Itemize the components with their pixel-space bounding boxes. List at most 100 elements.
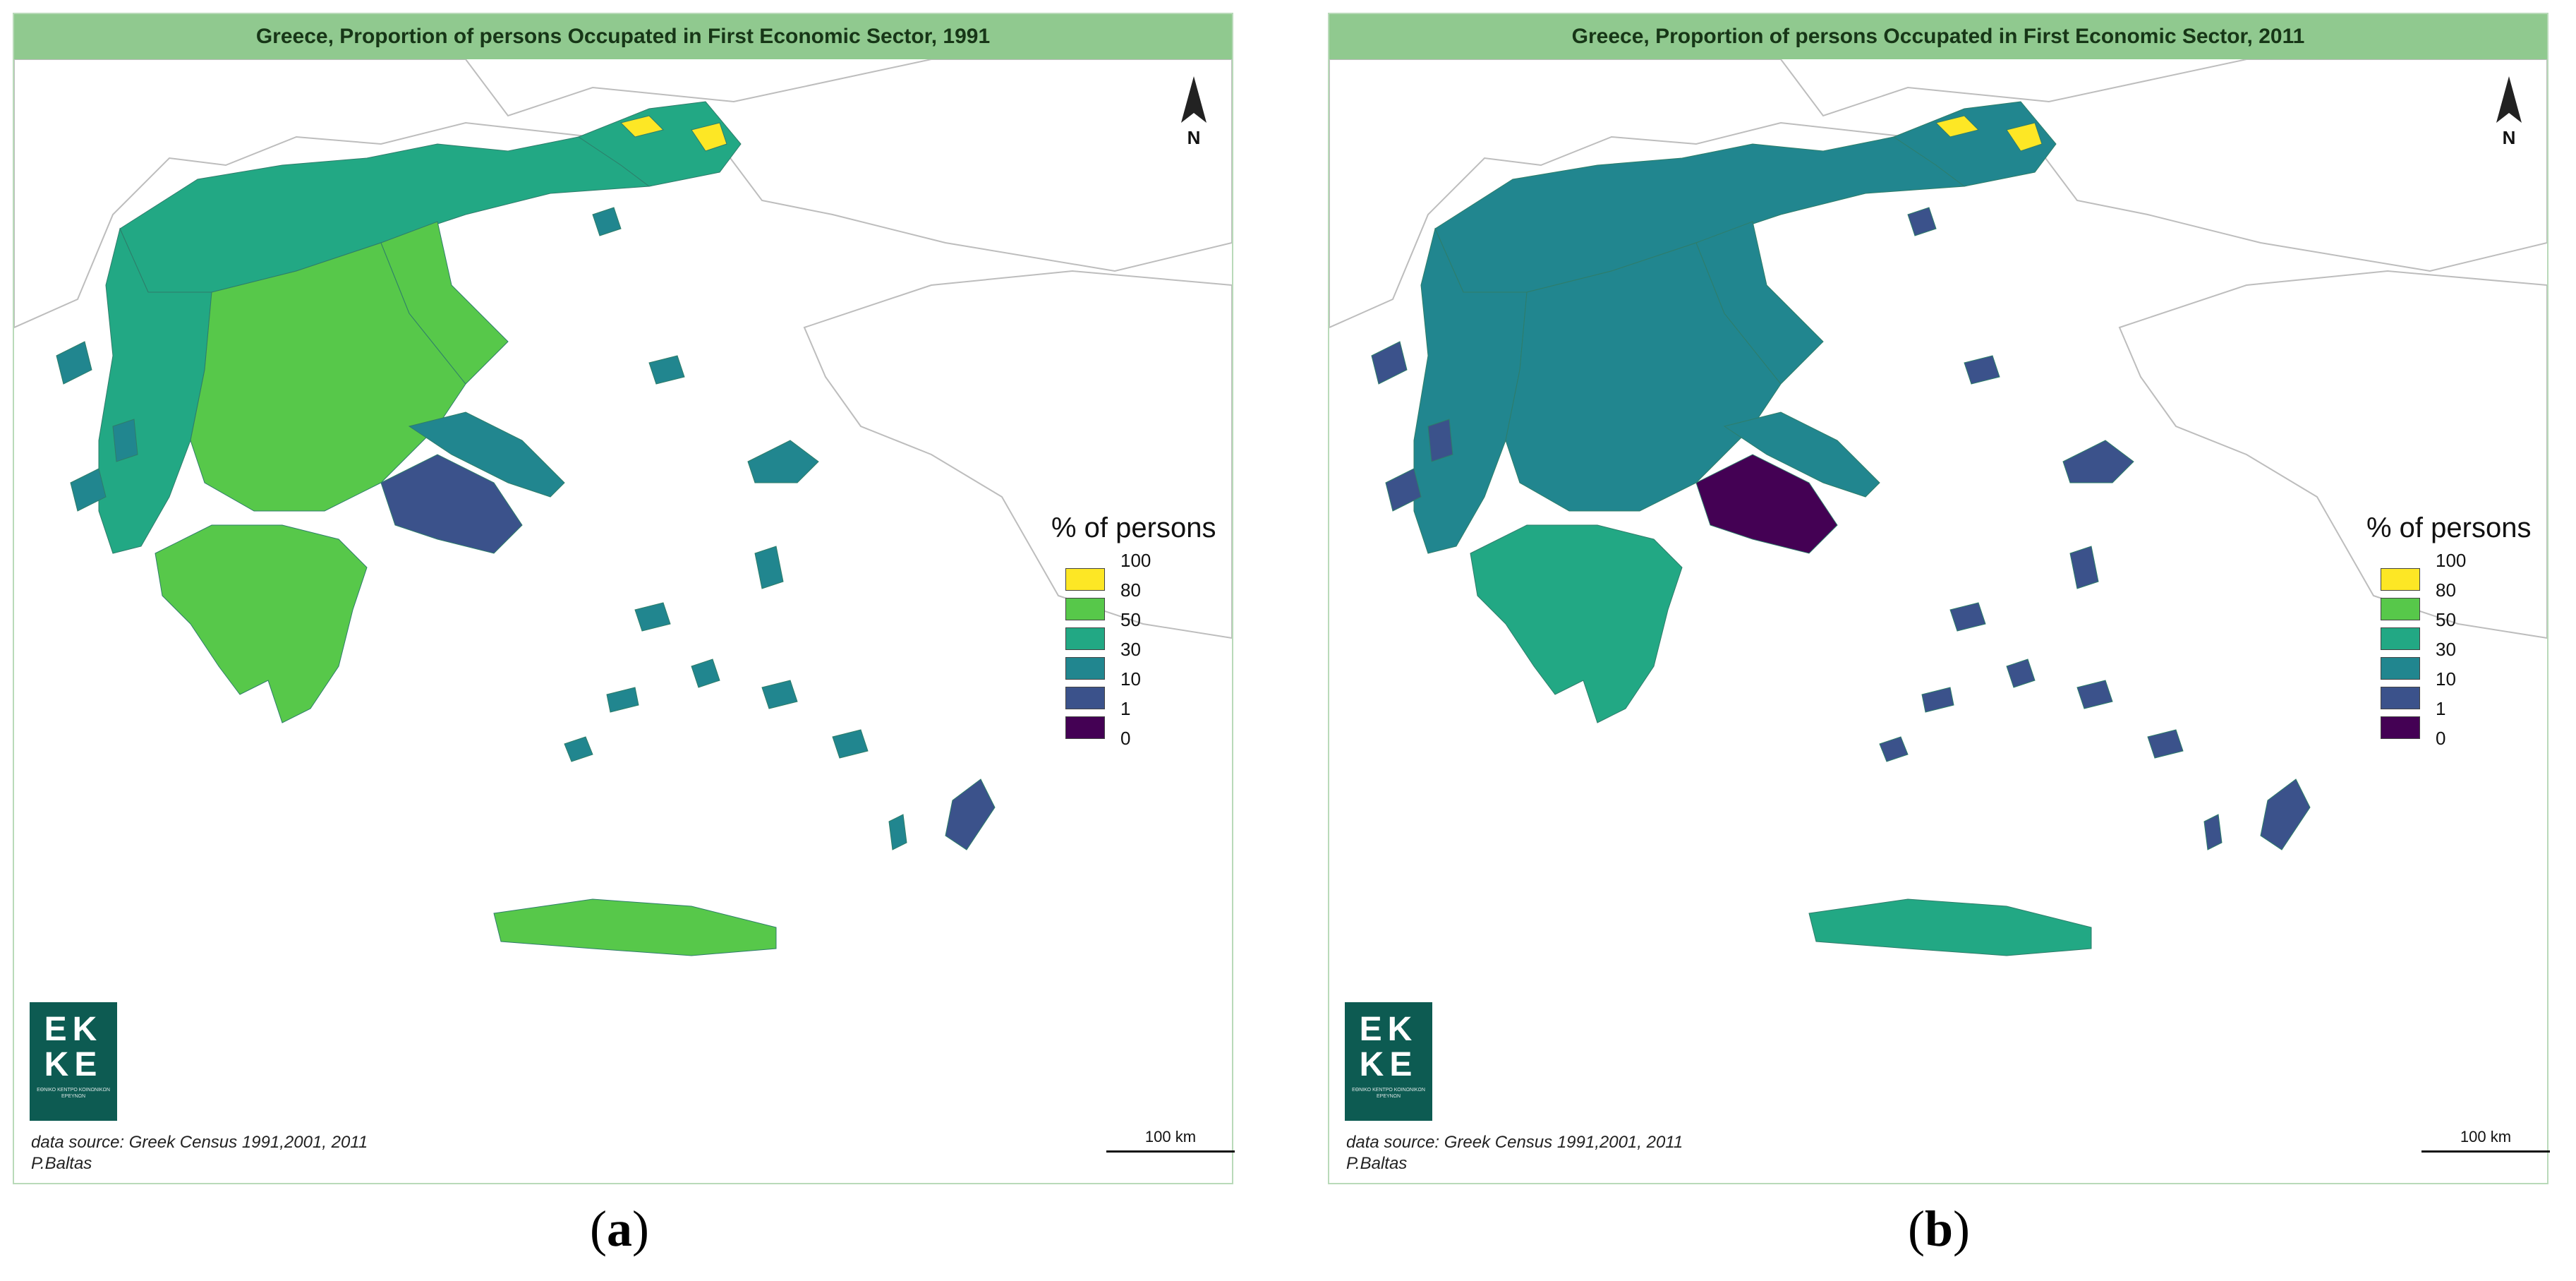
region-aegean-islands <box>1427 419 1453 462</box>
legend: % of persons 100 80 50 30 10 1 0 <box>1051 512 1228 763</box>
legend-item: 100 <box>2366 550 2543 591</box>
scale-line <box>2421 1150 2550 1153</box>
region-thrace-hot <box>2006 122 2043 152</box>
logo-subtext: ΕΘΝΙΚΟ ΚΕΝΤΡΟ ΚΟΙΝΩΝΙΚΩΝ ΕΡΕΥΝΩΝ <box>37 1088 110 1099</box>
region-aegean-islands <box>1385 468 1422 512</box>
neighbor-land <box>14 59 1232 329</box>
north-arrow: N <box>2488 73 2530 151</box>
region-thrace-hot <box>620 115 664 138</box>
legend-swatch <box>1065 687 1105 709</box>
region-aegean-islands <box>648 355 685 385</box>
legend-tick-label: 1 <box>2436 698 2446 719</box>
region-aegean-islands <box>2076 680 2113 709</box>
region-aegean-islands <box>2203 814 2223 850</box>
region-rhodes <box>2260 778 2311 850</box>
region-thrace-hot <box>691 122 727 152</box>
scale-label: 100 km <box>1144 1128 1197 1145</box>
caption-b: (b) <box>1908 1201 1971 1257</box>
scale-bar: 100 km <box>2421 1128 2550 1153</box>
legend-item: 100 <box>1051 550 1228 591</box>
legend-item: 80 <box>1051 579 1228 620</box>
region-rhodes <box>945 778 996 850</box>
logo-text-bottom: KE <box>44 1046 103 1083</box>
data-source: data source: Greek Census 1991,2001, 201… <box>1346 1132 1683 1174</box>
region-central-mainland <box>1695 221 1824 385</box>
region-aegean-islands <box>761 680 798 709</box>
north-arrow-icon <box>1181 76 1207 123</box>
legend-swatch <box>1065 627 1105 650</box>
legend-item: 1 <box>1051 698 1228 739</box>
region-aegean-islands <box>1907 207 1937 236</box>
region-aegean-islands <box>2062 440 2134 483</box>
region-crete <box>1808 898 2092 956</box>
logo-text-bottom: KE <box>1359 1046 1418 1083</box>
choropleth-map <box>14 59 1232 956</box>
legend-tick-label: 30 <box>1120 639 1141 660</box>
legend-tick-label: 10 <box>1120 668 1141 690</box>
region-aegean-islands <box>747 440 819 483</box>
region-aegean-islands <box>70 468 107 512</box>
region-thrace <box>577 101 742 187</box>
north-label: N <box>2502 127 2516 148</box>
logo-subtext: ΕΘΝΙΚΟ ΚΕΝΤΡΟ ΚΟΙΝΩΝΙΚΩΝ ΕΡΕΥΝΩΝ <box>1352 1088 1425 1099</box>
logo-text-top: EK <box>44 1011 103 1048</box>
legend-tick-label: 100 <box>2436 550 2467 571</box>
map-title: Greece, Proportion of persons Occupated … <box>255 25 991 48</box>
legend-swatch <box>2381 627 2420 650</box>
region-aegean-islands <box>1879 736 1909 762</box>
map-panel-1991: Greece, Proportion of persons Occupated … <box>13 13 1235 1184</box>
north-label: N <box>1187 127 1201 148</box>
region-central-mainland <box>380 221 509 385</box>
legend-tick-label: 100 <box>1120 550 1151 571</box>
legend-item: 30 <box>2366 639 2543 680</box>
north-arrow: N <box>1173 73 1215 151</box>
region-aegean-islands <box>888 814 907 850</box>
legend-tick-label: 1 <box>1120 698 1131 719</box>
legend-item: 1 <box>2366 698 2543 739</box>
scale-label: 100 km <box>2460 1128 2512 1145</box>
region-aegean-islands <box>634 602 671 632</box>
map-title-bar: Greece, Proportion of persons Occupated … <box>14 14 1232 59</box>
region-aegean-islands <box>564 736 593 762</box>
region-evia <box>1723 411 1880 498</box>
ekke-logo: EK KE ΕΘΝΙΚΟ ΚΕΝΤΡΟ ΚΟΙΝΩΝΙΚΩΝ ΕΡΕΥΝΩΝ <box>1345 1002 1432 1121</box>
map-title: Greece, Proportion of persons Occupated … <box>1571 25 2305 48</box>
map-title-bar: Greece, Proportion of persons Occupated … <box>1329 14 2547 59</box>
region-peloponnese <box>155 524 368 723</box>
map-panel-2011: Greece, Proportion of persons Occupated … <box>1328 13 2550 1184</box>
data-source: data source: Greek Census 1991,2001, 201… <box>31 1132 368 1174</box>
legend-title: % of persons <box>2366 512 2532 543</box>
region-aegean-islands <box>2147 729 2184 759</box>
legend-item: 0 <box>1051 728 1228 763</box>
legend: % of persons 100 80 50 30 10 1 0 <box>2366 512 2543 763</box>
author-line: P.Baltas <box>31 1154 92 1173</box>
region-aegean-islands <box>691 658 720 688</box>
legend-swatch <box>2381 598 2420 620</box>
legend-tick-label: 0 <box>2436 728 2446 749</box>
region-attica <box>1695 454 1838 554</box>
legend-tick-label: 50 <box>2436 609 2456 630</box>
legend-tick-label: 80 <box>2436 579 2456 601</box>
north-arrow-icon <box>2496 76 2522 123</box>
region-aegean-islands <box>1371 341 1408 385</box>
legend-item: 50 <box>2366 609 2543 650</box>
legend-tick-label: 50 <box>1120 609 1141 630</box>
caption-a: (a) <box>590 1201 649 1257</box>
legend-swatch <box>1065 598 1105 620</box>
choropleth-map <box>1329 59 2547 956</box>
region-aegean-islands <box>1964 355 2000 385</box>
region-attica <box>380 454 523 554</box>
region-thrace <box>1892 101 2057 187</box>
region-aegean-islands <box>754 546 784 589</box>
legend-tick-label: 0 <box>1120 728 1131 749</box>
author-line: P.Baltas <box>1346 1154 1408 1173</box>
neighbor-land <box>1329 59 2547 329</box>
legend-swatch <box>2381 716 2420 739</box>
legend-item: 0 <box>2366 728 2543 763</box>
region-crete <box>493 898 777 956</box>
scale-bar: 100 km <box>1106 1128 1235 1153</box>
region-aegean-islands <box>606 687 639 713</box>
region-peloponnese <box>1470 524 1683 723</box>
legend-item: 30 <box>1051 639 1228 680</box>
legend-item: 10 <box>2366 668 2543 709</box>
